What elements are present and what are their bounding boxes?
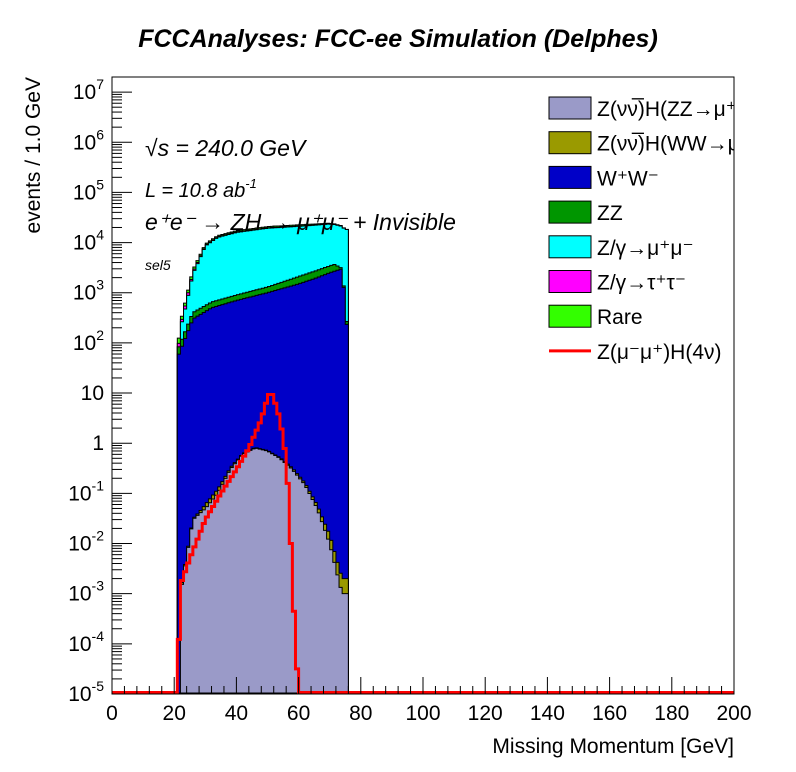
x-axis-label: Missing Momentum [GeV] xyxy=(492,735,734,758)
legend-label: Rare xyxy=(597,306,643,329)
x-tick-label: 160 xyxy=(592,702,627,725)
plot-area xyxy=(112,222,734,695)
y-tick-label: 106 xyxy=(73,126,104,154)
legend-item-ZZ: ZZ xyxy=(548,200,623,225)
legend-entries: Z(νν̅)H(ZZ→μ⁺μ⁻ν⁺ν Z(νν̅)H(WW→μ⁺νμ W⁺W⁻ ZZ Z… xyxy=(548,96,792,364)
lumi-value: L = 10.8 ab xyxy=(145,180,245,202)
x-tick-label: 180 xyxy=(654,702,689,725)
x-tick-label: 60 xyxy=(287,702,310,725)
x-tick-label: 40 xyxy=(225,702,248,725)
y-tick-label: 10-3 xyxy=(68,578,104,606)
y-tick-label: 107 xyxy=(73,76,104,104)
y-tick-label: 10 xyxy=(81,382,104,405)
overlay-line-signal xyxy=(112,392,734,694)
legend-label: Z/γ→μ⁺μ⁻ xyxy=(597,237,694,260)
x-tick-label: 20 xyxy=(163,702,186,725)
y-tick-label: 102 xyxy=(73,327,104,355)
stack-series-ZnunuH_ZZ xyxy=(179,447,349,695)
x-tick-label: 0 xyxy=(106,702,118,725)
y-tick-label: 103 xyxy=(73,277,104,305)
legend-label: Z/γ→τ⁺τ⁻ xyxy=(597,272,686,295)
legend-item-ZnunuH_WW: Z(νν̅)H(WW→μ⁺νμ xyxy=(548,131,773,156)
x-tick-label: 140 xyxy=(530,702,565,725)
x-tick-label: 80 xyxy=(349,702,372,725)
chart-title: FCCAnalyses: FCC-ee Simulation (Delphes) xyxy=(138,25,658,53)
legend-item-Ztautau: Z/γ→τ⁺τ⁻ xyxy=(548,270,686,295)
histogram-area-ZnunuH_ZZ xyxy=(179,447,349,695)
y-tick-label: 1 xyxy=(92,432,104,455)
legend: Z(νν̅)H(ZZ→μ⁺μ⁻ν⁺ν Z(νν̅)H(WW→μ⁺νμ W⁺W⁻ ZZ Z… xyxy=(548,96,792,364)
y-tick-label: 10-4 xyxy=(68,628,104,656)
legend-swatch xyxy=(548,200,592,224)
y-tick-label: 10-1 xyxy=(68,477,104,505)
sqrts-symbol: √s xyxy=(145,135,170,161)
legend-item-Zmumu: Z/γ→μ⁺μ⁻ xyxy=(548,235,694,260)
annotations: √s = 240.0 GeV L = 10.8 ab-1 e⁺e⁻ → ZH →… xyxy=(145,135,456,273)
y-axis: 10-5 10-4 10-3 10-2 10-1 1 10 102 103 104 105 106 10… xyxy=(68,76,132,706)
legend-item-signal: Z(μ⁻μ⁺)H(4ν) xyxy=(549,341,722,364)
y-tick-label: 105 xyxy=(73,176,104,204)
y-tick-label: 10-5 xyxy=(68,678,104,706)
legend-label: Z(νν̅)H(WW→μ⁺νμ xyxy=(597,133,773,156)
y-tick-label: 10-2 xyxy=(68,528,104,556)
x-axis: 0 20 40 60 80 100 120 140 160 180 200 xyxy=(106,677,752,725)
legend-swatch xyxy=(548,165,592,189)
legend-swatch xyxy=(548,96,592,120)
legend-label: Z(νν̅)H(ZZ→μ⁺μ⁻ν⁺ν xyxy=(597,98,792,121)
legend-label: ZZ xyxy=(597,202,623,225)
x-tick-label: 120 xyxy=(468,702,503,725)
x-tick-label: 200 xyxy=(716,702,751,725)
legend-swatch xyxy=(548,270,592,293)
legend-swatch xyxy=(548,304,592,328)
x-tick-label: 100 xyxy=(405,702,440,725)
legend-swatch xyxy=(548,235,592,259)
legend-label: W⁺W⁻ xyxy=(597,167,659,190)
legend-item-ZnunuH_ZZ: Z(νν̅)H(ZZ→μ⁺μ⁻ν⁺ν xyxy=(548,96,792,121)
legend-label: Z(μ⁻μ⁺)H(4ν) xyxy=(597,341,722,364)
sqrts-annotation: √s = 240.0 GeV xyxy=(145,135,308,161)
sqrts-value: = 240.0 GeV xyxy=(169,135,308,161)
legend-item-Rare: Rare xyxy=(548,304,643,329)
lumi-annotation: L = 10.8 ab-1 xyxy=(145,176,257,202)
legend-swatch xyxy=(548,131,592,155)
process-annotation: e⁺e⁻ → ZH → μ⁺μ⁻ + Invisible xyxy=(145,209,456,235)
y-tick-label: 104 xyxy=(73,227,104,255)
y-axis-label: events / 1.0 GeV xyxy=(22,77,45,233)
selection-annotation: sel5 xyxy=(145,257,171,273)
lumi-exponent: -1 xyxy=(245,176,257,191)
legend-item-WW: W⁺W⁻ xyxy=(548,165,659,190)
